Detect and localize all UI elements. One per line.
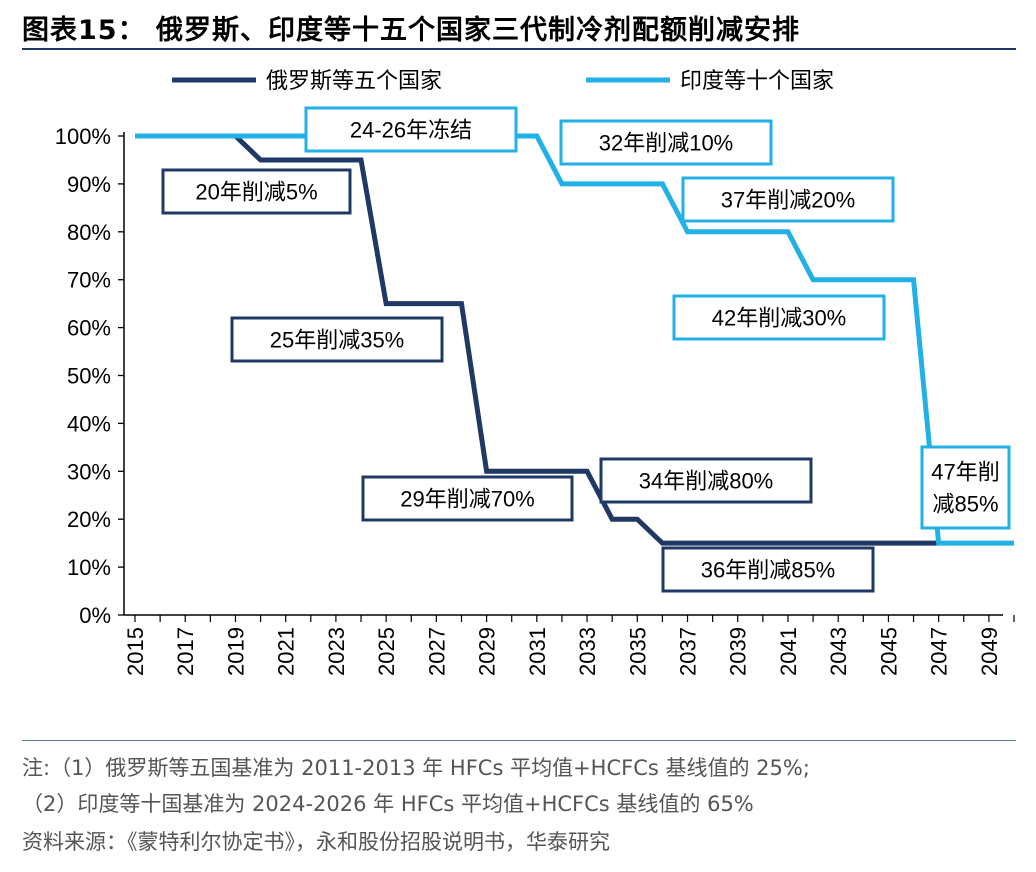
x-tick-label: 2041 (776, 627, 801, 676)
footnote-2: （2）印度等十国基准为 2024-2026 年 HFCs 平均值+HCFCs 基… (22, 792, 754, 816)
legend: 俄罗斯等五个国家 印度等十个国家 (172, 68, 834, 93)
y-tick-label: 70% (67, 268, 111, 293)
x-tick-label: 2039 (726, 627, 751, 676)
x-tick-label: 2037 (676, 627, 701, 676)
annotation-label: 42年削减30% (672, 294, 886, 341)
y-tick-label: 100% (55, 124, 111, 149)
chart-title: 图表15： 俄罗斯、印度等十五个国家三代制冷剂配额削减安排 (22, 15, 800, 46)
x-tick-label: 2049 (977, 627, 1002, 676)
x-tick-label: 2035 (625, 627, 650, 676)
annotation-box (161, 168, 352, 215)
x-tick-label: 2045 (876, 627, 901, 676)
annotation-text: 42年削减30% (712, 306, 847, 331)
y-tick-label: 30% (67, 459, 111, 484)
annotation-box (304, 106, 518, 153)
y-tick-label: 50% (67, 364, 111, 389)
y-tick-label: 40% (67, 411, 111, 436)
annotations: 20年削减5% 25年削减35% 29年削减70% 34年削减80% 36年削减85% 2… (161, 106, 1011, 593)
title-divider (22, 48, 1016, 50)
annotation-box (559, 119, 773, 166)
series-line-russia-group (135, 133, 939, 546)
axes: 0% 10% 20% 30% 40% 50% 60% 70% 80% 90% 100% 2015 201… (55, 124, 1015, 676)
x-tick-label: 2021 (274, 627, 299, 676)
annotation-label: 34年削减80% (599, 457, 813, 504)
annotation-text: 37年削减20% (721, 188, 856, 213)
y-tick-label: 80% (67, 220, 111, 245)
y-tick-label: 10% (67, 555, 111, 580)
annotation-box (230, 316, 444, 363)
annotation-label: 29年削减70% (361, 475, 574, 522)
legend-label: 印度等十个国家 (680, 68, 834, 93)
x-tick-label: 2017 (173, 627, 198, 676)
annotation-text: 34年削减80% (639, 469, 774, 494)
annotation-label: 36年削减85% (661, 546, 875, 593)
x-tick-label: 2031 (525, 627, 550, 676)
annotation-box (920, 445, 1011, 530)
footer-divider (22, 740, 1016, 741)
annotation-label: 47年削减85% (920, 445, 1011, 530)
chart: 0% 10% 20% 30% 40% 50% 60% 70% 80% 90% 100% 2015 201… (55, 68, 1015, 676)
series-line-india-group (135, 133, 1014, 546)
annotation-text: 24-26年冻结 (350, 118, 472, 143)
legend-item: 印度等十个国家 (586, 68, 834, 93)
x-tick-label: 2015 (123, 627, 148, 676)
annotation-text: 36年削减85% (701, 558, 836, 583)
y-tick-label: 90% (67, 172, 111, 197)
annotation-box (599, 457, 813, 504)
y-tick-label: 0% (79, 603, 111, 628)
footnote-1: 注:（1）俄罗斯等五国基准为 2011-2013 年 HFCs 平均值+HCFC… (22, 756, 810, 780)
x-tick-label: 2019 (223, 627, 248, 676)
x-tick-label: 2023 (324, 627, 349, 676)
legend-item: 俄罗斯等五个国家 (172, 68, 442, 93)
annotation-label: 32年削减10% (559, 119, 773, 166)
annotation-text: 29年削减70% (400, 487, 535, 512)
y-tick-label: 20% (67, 507, 111, 532)
x-tick-label: 2029 (475, 627, 500, 676)
x-tick-label: 2027 (424, 627, 449, 676)
series-lines (135, 133, 1014, 546)
annotation-box (661, 546, 875, 593)
x-tick-label: 2033 (575, 627, 600, 676)
annotation-box (361, 475, 574, 522)
source-note: 资料来源：《蒙特利尔协定书》，永和股份招股说明书，华泰研究 (22, 830, 610, 854)
x-tick-label: 2047 (927, 627, 952, 676)
annotation-text: 32年削减10% (599, 131, 734, 156)
annotation-label: 37年削减20% (681, 176, 895, 223)
annotation-text: 20年削减5% (195, 180, 317, 205)
x-tick-label: 2043 (826, 627, 851, 676)
annotation-text: 25年削减35% (270, 328, 405, 353)
y-tick-label: 60% (67, 316, 111, 341)
legend-label: 俄罗斯等五个国家 (266, 68, 442, 93)
annotation-text: 47年削减85% (931, 460, 999, 517)
annotation-label: 24-26年冻结 (304, 106, 518, 153)
annotation-label: 25年削减35% (230, 316, 444, 363)
annotation-box (681, 176, 895, 223)
annotation-label: 20年削减5% (161, 168, 352, 215)
x-tick-label: 2025 (374, 627, 399, 676)
annotation-box (672, 294, 886, 341)
